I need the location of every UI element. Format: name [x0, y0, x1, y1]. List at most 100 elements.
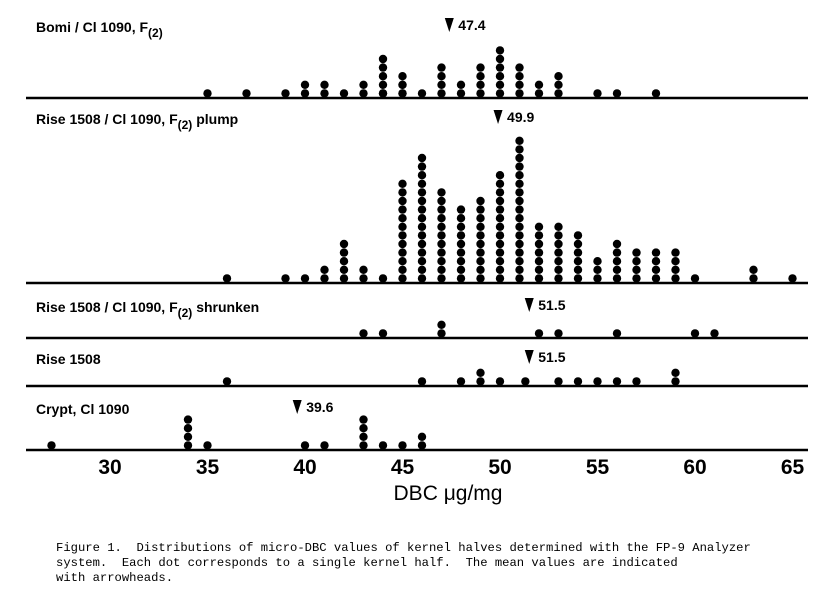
data-dot: [456, 377, 466, 386]
data-dot: [515, 257, 524, 266]
data-dot: [359, 329, 368, 338]
data-dot: [476, 239, 485, 249]
data-dot: [437, 239, 446, 249]
data-dot: [534, 265, 544, 274]
data-dot: [632, 257, 641, 266]
x-tick-label: 65: [781, 456, 805, 479]
data-dot: [515, 214, 524, 223]
data-dot: [534, 239, 544, 249]
data-dot: [378, 54, 388, 64]
data-dot: [378, 441, 388, 450]
data-dot: [495, 72, 505, 81]
data-dot: [339, 257, 349, 266]
data-dot: [183, 424, 193, 433]
data-dot: [554, 222, 563, 231]
data-dot: [203, 441, 212, 450]
data-dot: [456, 239, 466, 249]
data-dot: [534, 329, 544, 338]
x-tick-label: 45: [391, 456, 415, 479]
data-dot: [554, 89, 563, 98]
data-dot: [515, 171, 524, 180]
data-dot: [320, 89, 329, 98]
data-dot: [612, 274, 622, 283]
data-dot: [495, 196, 505, 206]
data-dot: [495, 80, 505, 90]
data-dot: [593, 257, 602, 266]
data-dot: [437, 274, 446, 283]
data-dot: [476, 63, 485, 72]
data-dot: [671, 257, 680, 266]
data-dot: [417, 188, 427, 197]
data-dot: [515, 265, 524, 274]
data-dot: [495, 274, 505, 283]
data-dot: [476, 214, 485, 223]
data-dot: [495, 377, 505, 386]
data-dot: [456, 89, 466, 98]
data-dot: [398, 205, 407, 214]
mean-arrowhead: [444, 18, 454, 32]
x-tick-label: 35: [196, 456, 220, 479]
data-dot: [515, 72, 524, 81]
data-dot: [554, 239, 563, 249]
data-dot: [398, 265, 407, 274]
data-dot: [339, 274, 349, 283]
data-dot: [573, 231, 583, 240]
data-dot: [203, 89, 212, 98]
data-dot: [554, 377, 563, 386]
data-dot: [417, 274, 427, 283]
data-dot: [437, 222, 446, 231]
data-dot: [456, 231, 466, 240]
data-dot: [398, 257, 407, 266]
data-dot: [612, 89, 622, 98]
data-dot: [456, 80, 466, 90]
data-dot: [476, 265, 485, 274]
figure-caption: Figure 1. Distributions of micro-DBC val…: [56, 541, 816, 586]
data-dot: [554, 72, 563, 81]
data-dot: [534, 274, 544, 283]
data-dot: [515, 222, 524, 231]
data-dot: [515, 136, 524, 145]
data-dot: [710, 329, 719, 338]
data-dot: [495, 171, 505, 180]
data-dot: [359, 441, 368, 450]
data-dot: [417, 239, 427, 249]
data-dot: [320, 265, 329, 274]
data-dot: [476, 222, 485, 231]
data-dot: [554, 231, 563, 240]
data-dot: [476, 248, 485, 257]
data-dot: [573, 257, 583, 266]
data-dot: [378, 72, 388, 81]
caption-line-2: system. Each dot corresponds to a single…: [56, 556, 678, 570]
mean-arrowhead: [292, 400, 302, 414]
data-dot: [593, 377, 602, 386]
data-dot: [378, 80, 388, 90]
data-dot: [183, 441, 193, 450]
data-dot: [495, 257, 505, 266]
data-dot: [456, 248, 466, 257]
data-dot: [515, 179, 524, 188]
data-dot: [573, 239, 583, 249]
data-dot: [398, 441, 407, 450]
data-dot: [749, 274, 758, 283]
data-dot: [515, 153, 524, 163]
data-dot: [378, 89, 388, 98]
data-dot: [632, 248, 641, 257]
data-dot: [456, 257, 466, 266]
data-dot: [437, 329, 446, 338]
data-dot: [417, 257, 427, 266]
data-dot: [534, 222, 544, 231]
data-dot: [671, 248, 680, 257]
data-dot: [300, 441, 310, 450]
data-dot: [612, 257, 622, 266]
data-dot: [476, 377, 485, 386]
data-dot: [437, 265, 446, 274]
panel-label: Crypt, Cl 1090: [36, 401, 130, 417]
data-dot: [398, 231, 407, 240]
data-dot: [534, 257, 544, 266]
mean-arrowhead: [493, 110, 503, 124]
data-dot: [417, 222, 427, 231]
data-dot: [417, 441, 427, 450]
data-dot: [476, 205, 485, 214]
data-dot: [515, 274, 524, 283]
data-dot: [554, 274, 563, 283]
